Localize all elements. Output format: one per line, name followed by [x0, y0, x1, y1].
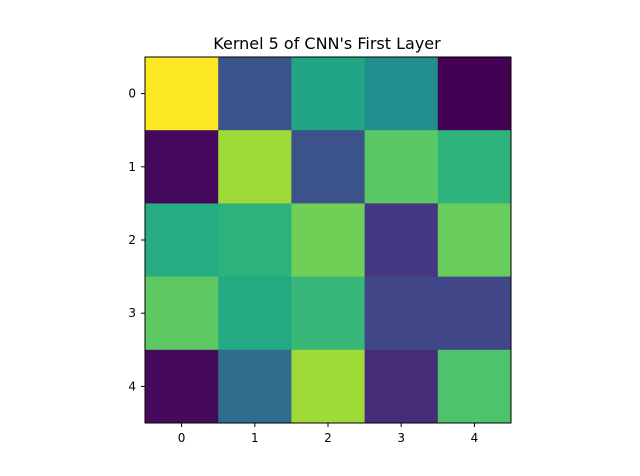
heatmap-cell-0-2 [291, 57, 366, 131]
y-tick-label: 3 [128, 306, 136, 320]
x-tick-label: 2 [324, 431, 332, 445]
heatmap-cell-4-1 [218, 349, 292, 424]
x-axis: 0 1 2 3 4 [178, 423, 478, 445]
heatmap-cell-0-3 [364, 57, 439, 131]
heatmap-cell-3-3 [364, 276, 439, 351]
heatmap-cell-2-4 [437, 203, 512, 278]
x-tick-label: 3 [397, 431, 405, 445]
heatmap-cell-3-1 [218, 276, 292, 351]
heatmap-cell-2-3 [364, 203, 439, 278]
heatmap-cell-3-2 [291, 276, 366, 351]
heatmap-cell-4-2 [291, 349, 366, 424]
heatmap-cell-1-2 [291, 130, 366, 204]
heatmap-cell-0-1 [218, 57, 292, 131]
x-tick-label: 0 [178, 431, 186, 445]
heatmap-cell-3-4 [437, 276, 512, 351]
heatmap-cell-0-4 [437, 57, 512, 131]
heatmap-cell-1-3 [364, 130, 439, 204]
y-tick-label: 0 [128, 87, 136, 101]
x-tick-label: 1 [251, 431, 259, 445]
heatmap-cell-1-1 [218, 130, 292, 204]
x-tick-label: 4 [471, 431, 479, 445]
y-tick-label: 4 [128, 379, 136, 393]
heatmap-cell-2-2 [291, 203, 366, 278]
heatmap-cell-3-0 [145, 276, 219, 351]
heatmap-cells [145, 57, 512, 424]
chart-title: Kernel 5 of CNN's First Layer [213, 34, 441, 53]
heatmap-cell-1-4 [437, 130, 512, 204]
heatmap-cell-2-0 [145, 203, 219, 278]
heatmap-cell-2-1 [218, 203, 292, 278]
y-tick-label: 1 [128, 160, 136, 174]
heatmap-cell-4-4 [437, 349, 512, 424]
heatmap-cell-1-0 [145, 130, 219, 204]
y-tick-label: 2 [128, 233, 136, 247]
heatmap-cell-4-0 [145, 349, 219, 424]
heatmap-cell-0-0 [145, 57, 219, 131]
y-axis: 0 1 2 3 4 [128, 87, 145, 393]
heatmap-cell-4-3 [364, 349, 439, 424]
